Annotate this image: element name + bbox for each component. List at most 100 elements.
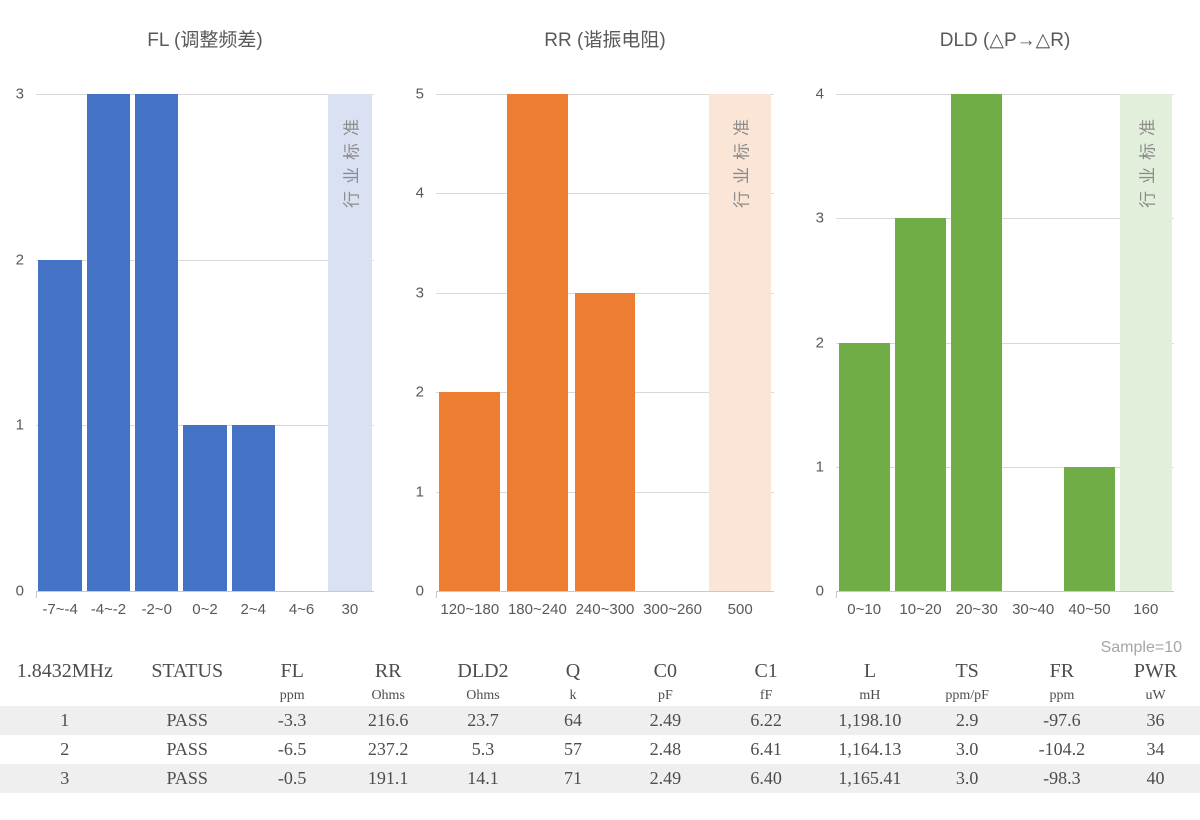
table-cell: PASS [166, 768, 208, 788]
industry-standard-band: 行业标准 [327, 94, 373, 591]
column-unit: Ohms [371, 688, 405, 703]
chart-title-rr: RR (谐振电阻) [544, 30, 666, 51]
y-tick-label: 1 [15, 416, 24, 434]
sample-count-label: Sample=10 [1100, 639, 1182, 656]
x-tick-label: 4~6 [288, 601, 315, 618]
bar-slot [181, 94, 229, 591]
x-tick-label: -4~-2 [90, 601, 127, 618]
bar-slot [84, 94, 132, 591]
column-unit [0, 685, 130, 706]
x-tick-label: 160 [1133, 601, 1159, 618]
column-unit: Ohms [466, 688, 500, 703]
table-cell: 1,165.41 [838, 768, 902, 788]
column-unit: pF [657, 688, 673, 703]
bar-slot [1061, 94, 1117, 591]
y-tick-label: 0 [15, 582, 24, 600]
y-tick-label: 0 [815, 582, 824, 600]
bar [1064, 466, 1115, 591]
table-row: 2 PASS -6.5 237.2 5.3 57 2.48 6.41 1,164.13 3.0 -1… [0, 735, 1200, 764]
y-tick-label: 2 [15, 251, 24, 269]
chart-title-fl: FL (调整频差) [147, 30, 263, 51]
column-label: C0 [653, 660, 678, 682]
plot-area-dld: 0 1 2 3 4 行业标准 [816, 87, 1174, 599]
y-tick-label: 3 [815, 209, 824, 227]
column-header: RR Ohms [340, 658, 437, 706]
gridline [836, 466, 1174, 468]
column-header: 1.8432MHz [0, 658, 130, 706]
table-cell: 2.9 [955, 710, 979, 730]
table-cell: -3.3 [277, 710, 307, 730]
bar [895, 218, 946, 591]
x-axis-labels-fl: -7~-4 -4~-2 -2~0 0~2 2~4 4~6 30 [36, 592, 374, 618]
column-label: FL [280, 660, 304, 682]
table-cell: 1,198.10 [838, 710, 902, 730]
gridline [36, 259, 374, 261]
gridline [436, 193, 774, 195]
bars-layer: 行业标准 [436, 94, 774, 591]
y-tick-label: 2 [415, 383, 424, 401]
column-label: C1 [754, 660, 778, 682]
bar-slot [836, 94, 892, 591]
industry-standard-label: 行业标准 [1138, 112, 1158, 208]
table-cell: 3.0 [955, 739, 979, 759]
gridline [436, 94, 774, 95]
table-cell: PASS [166, 710, 208, 730]
column-label: RR [374, 660, 402, 682]
column-header: FR ppm [1013, 658, 1111, 706]
bar-slot [1005, 94, 1061, 591]
x-tick-label: 30 [341, 601, 359, 618]
table-cell: 2.49 [649, 710, 682, 730]
column-unit [130, 685, 245, 706]
histogram-rr: RR (谐振电阻) 0 1 2 3 4 5 行业标准 120~180 180~240 240~3… [400, 26, 800, 618]
column-header: C0 pF [617, 658, 714, 706]
x-tick-label: -7~-4 [42, 601, 78, 618]
column-label: PWR [1133, 660, 1178, 682]
axis-tick [36, 591, 37, 598]
histogram-fl: FL (调整频差) 0 1 2 3 行业标准 -7~-4 -4~-2 -2~0 0~2 2~4 4… [0, 26, 400, 618]
axis-tick [836, 591, 837, 598]
column-label: FR [1049, 660, 1075, 682]
table-cell: 6.22 [750, 710, 782, 730]
table-row: 1 PASS -3.3 216.6 23.7 64 2.49 6.22 1,198.10 2.9 -… [0, 706, 1200, 735]
bar-slot [36, 94, 84, 591]
table-cell: 1,164.13 [838, 739, 902, 759]
table-cell: 40 [1146, 768, 1165, 788]
table-cell: 6.40 [750, 768, 782, 788]
x-tick-label: 20~30 [955, 601, 998, 618]
column-unit: k [569, 688, 577, 703]
column-unit: ppm [1049, 688, 1075, 703]
table-cell: 6.41 [750, 739, 782, 759]
column-unit: ppm [279, 688, 305, 703]
y-tick-label: 5 [415, 85, 424, 103]
table-cell: 2.49 [649, 768, 682, 788]
table-cell: 2.48 [649, 739, 682, 759]
y-tick-label: 3 [415, 284, 424, 302]
bar [951, 94, 1003, 591]
table-cell: 64 [563, 710, 582, 730]
column-label: TS [955, 660, 979, 682]
table-cell: -104.2 [1038, 739, 1086, 759]
y-tick-label: 4 [415, 184, 424, 202]
column-unit: ppm/pF [945, 688, 989, 703]
industry-standard-band: 行业标准 [709, 94, 772, 591]
bar-slot: 行业标准 [326, 94, 374, 591]
y-tick-label: 1 [415, 483, 424, 501]
column-label: 1.8432MHz [16, 660, 113, 682]
x-tick-label: 240~300 [575, 601, 635, 618]
table-cell: 14.1 [467, 768, 499, 788]
table-cell: 5.3 [471, 739, 495, 759]
gridline [36, 94, 374, 95]
column-label: Q [565, 660, 581, 682]
y-tick-label: 4 [815, 85, 824, 103]
table-cell: 191.1 [367, 768, 409, 788]
gridline [836, 342, 1174, 344]
industry-standard-label: 行业标准 [732, 112, 752, 208]
column-header: C1 fF [714, 658, 818, 706]
x-axis-labels-dld: 0~10 10~20 20~30 30~40 40~50 160 [836, 592, 1174, 618]
bar-slot [949, 94, 1005, 591]
bar [38, 259, 82, 591]
bar [439, 392, 501, 591]
table-cell: 2 [60, 739, 70, 759]
bar [231, 425, 275, 591]
